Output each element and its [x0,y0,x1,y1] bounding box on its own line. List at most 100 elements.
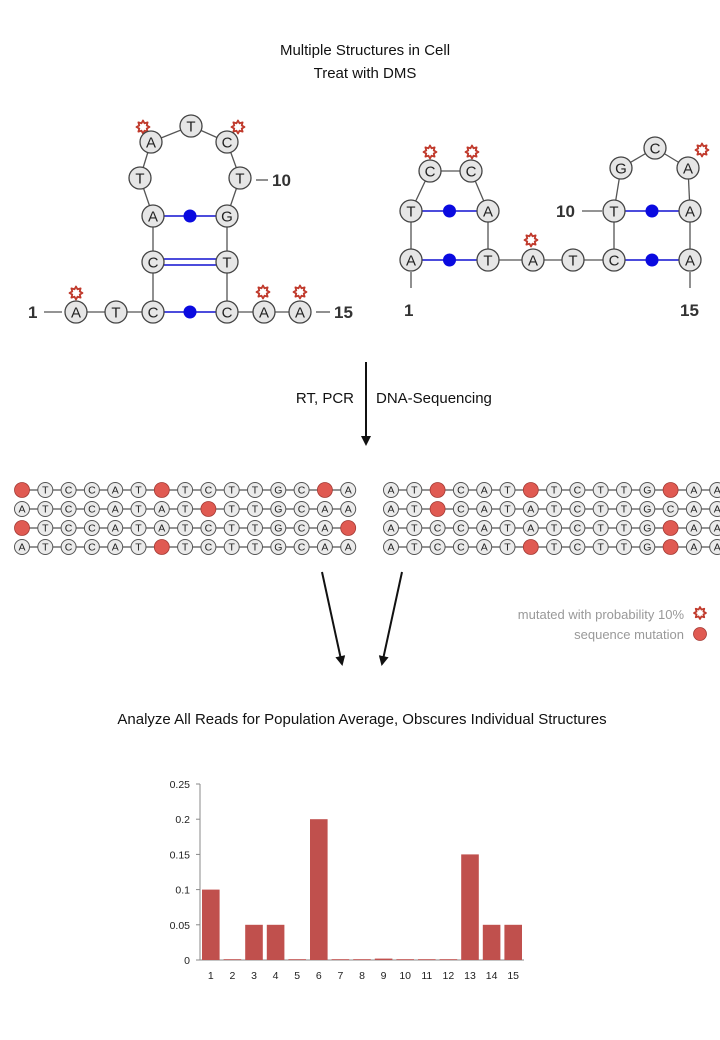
chart-x-tick-label: 7 [337,970,343,982]
structure-a-nucleotide-letter: A [295,305,305,322]
read-nucleotide [499,520,516,536]
chart-x-tick-label: 4 [273,970,279,982]
read-nucleotide [130,539,147,555]
structure-a-nucleotide-letter: G [221,209,233,226]
header-title: Multiple Structures in Cell [280,42,450,59]
read-nucleotide-letter: A [18,504,25,516]
structure-b-nucleotide: A [399,248,423,272]
read-nucleotide-letter: A [321,504,328,516]
structure-b-backbone [410,147,691,261]
analysis-title: Analyze All Reads for Population Average… [117,711,606,728]
chart-bar [418,959,436,960]
chart-bar [266,924,285,960]
read-nucleotide-letter: T [621,485,628,497]
read-nucleotide [293,482,310,498]
read-nucleotide-letter: T [621,542,628,554]
read-mutation-dot [662,539,679,555]
structure-a-nucleotide: C [141,300,165,324]
read-nucleotide [709,539,720,555]
read-nucleotide-letter: A [481,485,488,497]
read-nucleotide [546,539,563,555]
read-nucleotide-letter: A [714,542,720,554]
structure-b: A T C C A T A T C T G C A A A 1 10 15 [399,136,710,320]
read-mutation-dot [14,520,30,536]
chart-bar [288,959,306,960]
structure-b-nucleotide-letter: G [615,161,627,178]
chart-bar [482,924,501,960]
structure-a-nucleotide: A [252,300,276,324]
structure-a-nucleotide: C [141,250,165,274]
read-nucleotide [383,501,399,517]
read-nucleotide [270,539,287,555]
read-nucleotide [60,539,77,555]
chart-bar [202,889,220,960]
legend-dot-icon [693,627,707,641]
structure-a-star [68,285,84,301]
read-nucleotide [37,501,54,517]
read-mutation-dot [200,501,217,517]
read-nucleotide [14,539,30,555]
read-nucleotide [616,501,632,517]
read-nucleotide [592,482,609,498]
read-nucleotide [476,501,493,517]
read-nucleotide [247,501,263,517]
read-nucleotide [270,520,287,536]
read-nucleotide [685,501,702,517]
read-nucleotide-letter: G [274,542,282,554]
chart-y-tick-label: 0 [184,955,190,967]
read-nucleotide [107,539,124,555]
read-nucleotide [293,501,310,517]
read-nucleotide [340,482,357,498]
read-nucleotide-letter: T [411,523,418,535]
read-mutation-dot [153,539,170,555]
read-nucleotide [522,501,539,517]
read-nucleotide [177,501,194,517]
read-nucleotide [293,539,310,555]
read-nucleotide [177,482,194,498]
chart-x-tick-label: 13 [464,970,476,982]
read-nucleotide-letter: C [574,523,582,535]
legend-star-label: mutated with probability 10% [518,607,685,622]
structure-a-nucleotide-letter: A [148,209,158,226]
read-nucleotide-letter: C [457,523,465,535]
read-nucleotide-letter: C [65,542,73,554]
read-nucleotide-letter: T [228,523,235,535]
read-nucleotide-letter: T [551,504,558,516]
read-nucleotide [546,482,563,498]
read-nucleotide-letter: A [158,504,165,516]
chart-x-tick-label: 5 [294,970,300,982]
read-nucleotide [130,482,147,498]
structure-b-nucleotide-letter: C [466,164,477,181]
structure-b-nucleotide: A [676,156,700,180]
structure-a-nucleotide-letter: T [186,119,195,136]
structure-b-pair-9-15-dot [645,253,659,267]
read-nucleotide-letter: C [205,542,213,554]
structure-a-nucleotide: T [128,166,152,190]
read-nucleotide [546,520,563,536]
read-nucleotide-letter: G [643,523,651,535]
read-nucleotide [316,539,333,555]
read-nucleotide-letter: A [112,542,119,554]
read-nucleotide-letter: T [597,542,604,554]
structure-a: A T C C A T A T C T G T C A A 1 10 15 [28,114,353,324]
right-merge-arrow [378,571,403,666]
structure-b-nucleotide-letter: C [425,164,436,181]
read-nucleotide [406,482,423,498]
read-nucleotide [37,539,54,555]
read-nucleotide [592,520,609,536]
structure-a-nucleotide-letter: T [222,255,231,272]
read-mutation-dot [316,482,333,498]
read-nucleotide-letter: C [434,542,442,554]
read-nucleotide [60,501,77,517]
read-nucleotide-letter: A [527,523,534,535]
read-nucleotide [662,501,679,517]
read-mutation-dot [340,520,357,536]
structure-b-nucleotide: T [399,199,423,223]
chart-x-tick-label: 8 [359,970,365,982]
structure-a-nucleotide-letter: T [235,171,244,188]
read-nucleotide-letter: G [643,485,651,497]
structure-b-label-10: 10 [556,202,575,221]
read-nucleotide-letter: C [88,523,96,535]
